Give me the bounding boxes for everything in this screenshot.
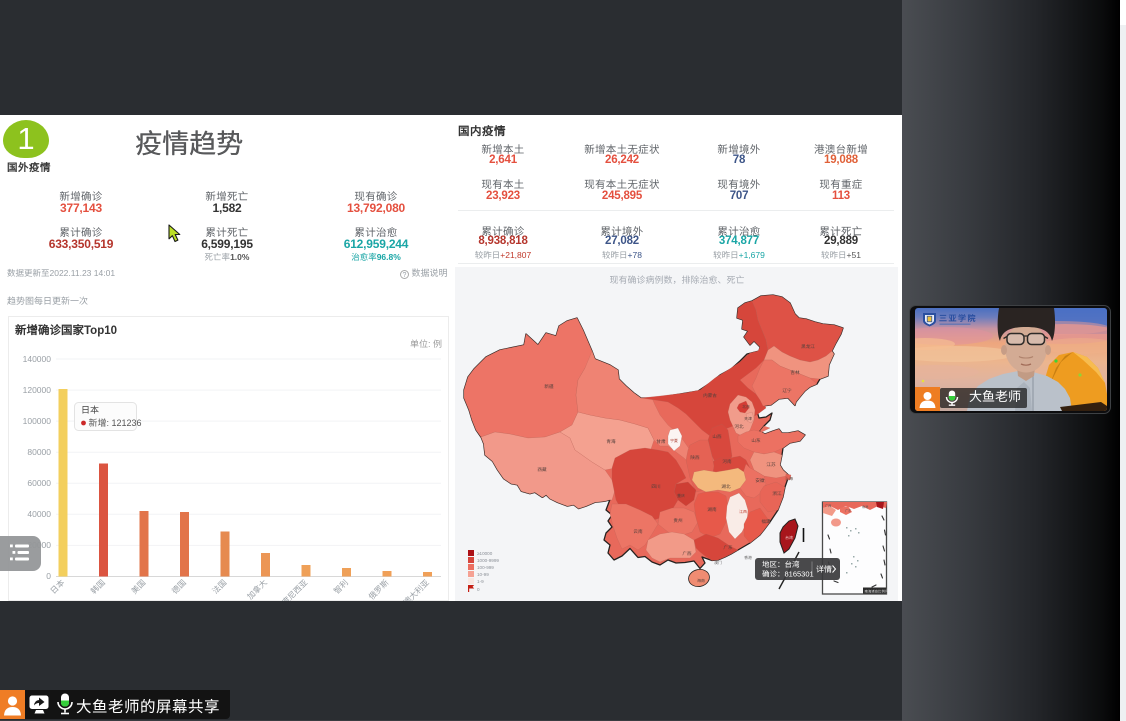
svg-text:安徽: 安徽 [755,478,765,483]
svg-text:80000: 80000 [27,447,51,457]
svg-text:广西: 广西 [682,551,692,556]
svg-text:甘肃: 甘肃 [656,439,666,444]
svg-text:江苏: 江苏 [766,462,776,467]
svg-text:新增: 121236: 新增: 121236 [89,418,142,428]
svg-text:重庆: 重庆 [677,493,685,498]
svg-text:10-99: 10-99 [477,572,489,577]
svg-text:辽宁: 辽宁 [782,388,792,393]
svg-text:广西: 广西 [825,504,831,508]
svg-text:山西: 山西 [712,434,722,439]
svg-text:广东: 广东 [723,545,733,550]
svg-text:香港: 香港 [862,505,869,509]
svg-text:新增确诊国家Top10: 新增确诊国家Top10 [15,323,117,337]
svg-text:现有确诊病例数，排除治愈、死亡: 现有确诊病例数，排除治愈、死亡 [609,275,744,285]
svg-text:河南: 河南 [722,459,732,464]
svg-text:青海: 青海 [606,439,616,444]
svg-text:0: 0 [477,587,480,592]
svg-text:100-999: 100-999 [477,565,494,570]
svg-text:广东: 广东 [845,509,851,513]
svg-text:山东: 山东 [751,438,761,443]
svg-text:西藏: 西藏 [537,467,547,472]
svg-text:单位: 例: 单位: 例 [410,339,442,349]
svg-text:40000: 40000 [27,509,51,519]
svg-text:新疆: 新疆 [544,384,554,389]
svg-text:三亚学院: 三亚学院 [939,314,977,323]
svg-text:河北: 河北 [734,424,744,429]
svg-text:四川: 四川 [651,484,661,489]
svg-text:确诊：8165301: 确诊：8165301 [762,570,814,579]
svg-text:台湾: 台湾 [785,535,793,540]
svg-text:吉林: 吉林 [790,370,800,375]
svg-text:地区：台湾: 地区：台湾 [762,560,800,569]
svg-text:0: 0 [46,571,51,581]
svg-text:澳门: 澳门 [714,560,722,565]
svg-text:海南: 海南 [697,578,705,583]
svg-text:北京: 北京 [742,404,750,409]
svg-text:天津: 天津 [744,416,752,421]
svg-text:120000: 120000 [23,385,52,395]
svg-text:详情: 详情 [816,565,832,574]
svg-text:贵州: 贵州 [673,518,683,523]
svg-text:1-9: 1-9 [477,579,484,584]
svg-text:140000: 140000 [23,354,52,364]
svg-text:黑龙江: 黑龙江 [801,344,815,349]
svg-text:南海诸岛比例尺: 南海诸岛比例尺 [865,589,889,593]
svg-text:江西: 江西 [739,509,747,514]
svg-text:云南: 云南 [633,529,643,534]
svg-text:内蒙古: 内蒙古 [703,393,717,398]
svg-text:香港: 香港 [744,555,752,560]
svg-text:上海: 上海 [785,476,793,481]
svg-text:宁夏: 宁夏 [670,438,678,443]
svg-text:浙江: 浙江 [772,491,782,496]
svg-text:湖北: 湖北 [721,484,731,489]
svg-text:60000: 60000 [27,478,51,488]
svg-text:湖南: 湖南 [707,507,717,512]
svg-text:日本: 日本 [81,405,99,415]
svg-text:福建: 福建 [761,519,771,524]
svg-text:≥10000: ≥10000 [477,551,493,556]
svg-text:1000-9999: 1000-9999 [477,558,499,563]
svg-text:陕西: 陕西 [690,455,700,460]
svg-text:100000: 100000 [23,416,52,426]
